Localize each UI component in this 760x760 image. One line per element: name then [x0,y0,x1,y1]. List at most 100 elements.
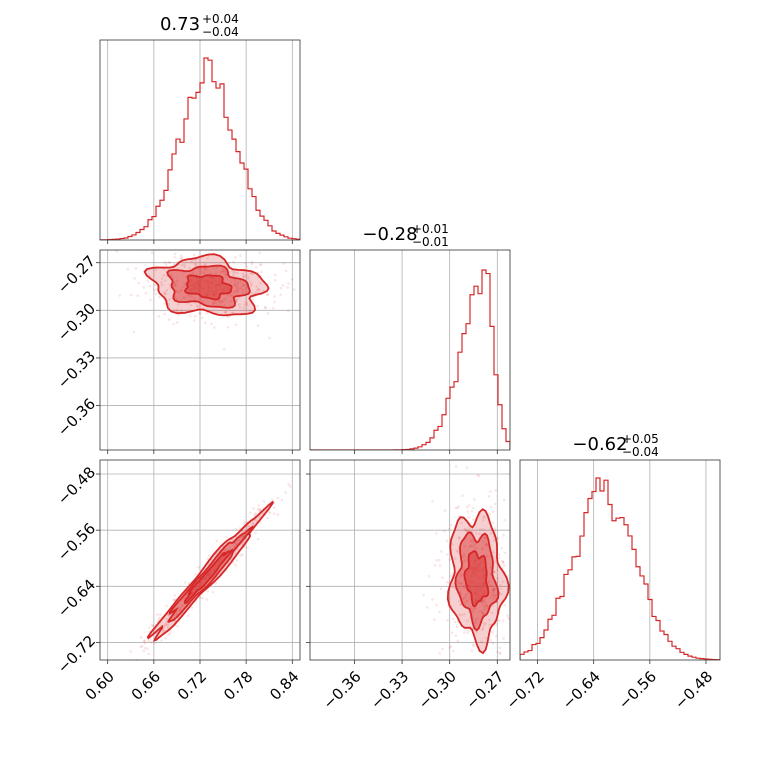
sample-point [234,298,238,302]
sample-point [231,269,234,273]
sample-point [469,565,473,569]
sample-point [214,564,218,567]
sample-point [235,289,239,292]
sample-point [137,281,141,285]
sample-point [213,565,217,569]
sample-point [481,558,485,562]
sample-point [286,309,290,313]
sample-point [211,292,215,296]
sample-point [482,515,486,519]
sample-point [472,643,475,646]
sample-point [130,293,133,297]
sample-point [180,254,183,257]
sample-point [202,288,206,291]
sample-point [118,247,121,250]
sample-point [491,588,495,591]
sample-point [276,513,280,516]
sample-point [163,279,167,282]
sample-point [212,301,216,304]
sample-point [484,543,488,547]
sample-point [467,584,470,587]
sample-point [472,518,475,521]
sample-point [458,581,462,585]
sample-point [204,321,207,325]
sample-point [206,281,210,284]
sample-point [219,301,223,304]
sample-point [257,504,260,507]
sample-point [163,290,167,294]
sample-point [498,652,502,656]
sample-point [512,563,515,566]
sample-point [474,618,477,622]
sample-point [513,577,516,580]
sample-point [466,619,469,622]
sample-point [180,263,184,267]
sample-point [251,272,254,276]
sample-point [524,550,527,553]
sample-point [486,543,489,547]
sample-point [258,251,261,255]
sample-point [222,268,225,271]
sample-point [235,299,239,302]
sample-point [471,506,475,510]
sample-point [214,287,217,290]
sample-point [209,271,213,275]
sample-point [213,568,217,572]
sample-point [196,282,200,285]
sample-point [230,294,234,297]
sample-point [241,284,245,287]
sample-point [500,593,504,596]
sample-point [189,279,193,282]
sample-point [160,283,164,287]
sample-point [192,282,195,286]
sample-point [470,567,474,571]
sample-point [139,645,143,649]
sample-point [259,281,262,285]
sample-point [172,598,176,602]
sample-point [248,309,252,313]
sample-point [235,271,239,275]
sample-point [215,289,218,292]
sample-point [456,580,459,583]
sample-point [212,568,216,572]
sample-point [474,573,478,576]
sample-point [249,284,253,288]
sample-point [238,287,242,291]
sample-point [473,498,476,501]
sample-point [266,312,270,315]
sample-point [503,604,507,607]
sample-point [229,280,233,283]
sample-point [191,284,195,288]
sample-point [467,504,471,507]
sample-point [181,603,184,607]
sample-point [223,311,227,314]
sample-point [207,572,211,575]
sample-point [177,313,180,317]
sample-point [146,279,149,283]
sample-point [481,580,484,584]
sample-point [493,594,496,598]
sample-point [185,294,189,297]
sample-point [497,553,501,556]
sample-point [469,574,473,577]
sample-point [196,287,200,291]
sample-point [272,512,276,515]
sample-point [460,521,463,525]
sample-point [175,297,179,301]
sample-point [195,273,199,276]
sample-point [219,271,223,274]
sample-point [147,652,151,656]
sample-point [211,302,215,306]
sample-point [490,611,494,615]
sample-point [206,279,209,283]
sample-point [196,284,200,288]
sample-point [481,516,485,519]
sample-point [172,284,175,288]
sample-point [254,531,257,535]
sample-point [234,541,237,545]
sample-point [193,283,197,287]
sample-point [192,319,196,323]
sample-point [160,277,164,280]
sample-point [521,633,524,636]
sample-point [215,283,219,287]
